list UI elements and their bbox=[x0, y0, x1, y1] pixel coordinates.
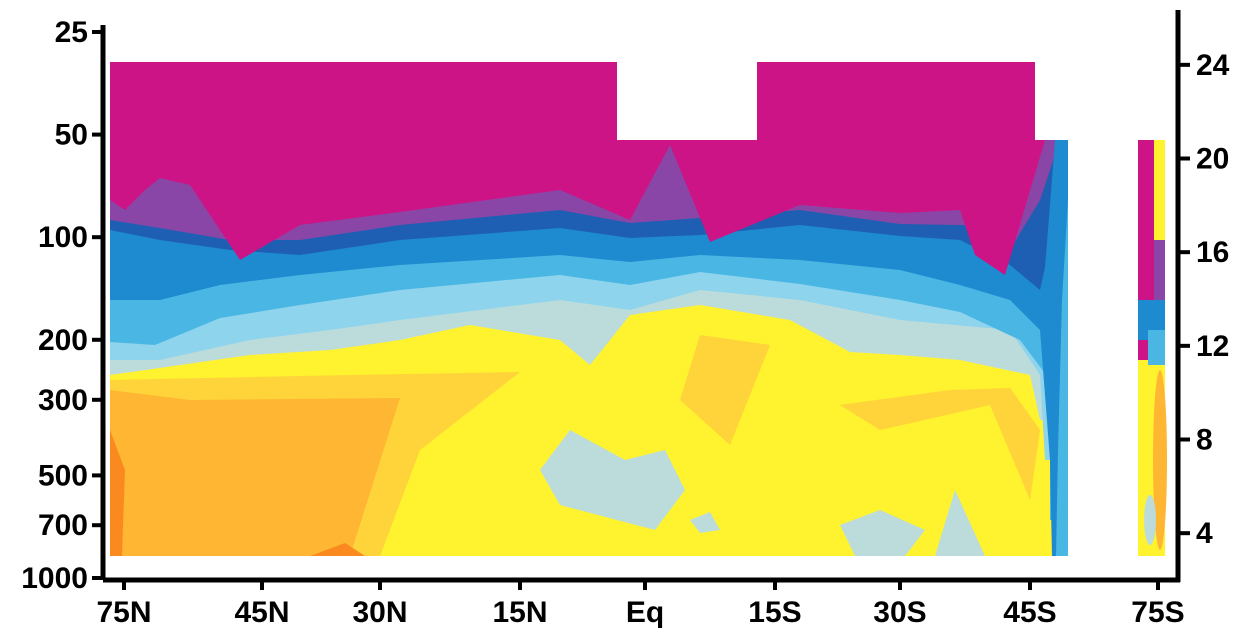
bottom-tick-label: 30N bbox=[352, 596, 407, 629]
contour-field-75s bbox=[1138, 140, 1167, 556]
bottom-tick-label: 45N bbox=[234, 596, 289, 629]
band-gray-blue-patch-4 bbox=[690, 512, 720, 533]
bottom-tick-label: 30S bbox=[873, 596, 926, 629]
bottom-tick-label: 15N bbox=[492, 596, 547, 629]
band-75s-gray-blue bbox=[1144, 495, 1156, 545]
left-axis: 25 50 100 200 300 500 700 1000 bbox=[21, 16, 103, 595]
right-tick-label: 24 bbox=[1196, 49, 1230, 82]
bottom-tick-label: 75N bbox=[96, 596, 151, 629]
left-tick-label: 500 bbox=[38, 459, 88, 492]
left-tick-label: 100 bbox=[38, 221, 88, 254]
right-tick-label: 20 bbox=[1196, 143, 1229, 176]
band-magenta bbox=[110, 62, 1060, 275]
right-tick-label: 4 bbox=[1196, 517, 1213, 550]
band-gray-blue-patch-2 bbox=[840, 510, 925, 556]
contour-right-edge-light bbox=[1056, 200, 1068, 556]
right-tick-label: 16 bbox=[1196, 236, 1229, 269]
band-75s-orange bbox=[1153, 370, 1167, 550]
bottom-tick-label: 45S bbox=[1003, 596, 1056, 629]
right-tick-label: 12 bbox=[1196, 330, 1229, 363]
left-tick-label: 1000 bbox=[21, 562, 88, 595]
bottom-tick-label: Eq bbox=[626, 596, 664, 629]
band-gray-blue-patch-3 bbox=[935, 490, 985, 556]
contour-field-main bbox=[110, 62, 1068, 556]
left-tick-label: 300 bbox=[38, 384, 88, 417]
left-tick-label: 200 bbox=[38, 324, 88, 357]
bottom-tick-label: 15S bbox=[748, 596, 801, 629]
band-dark-orange-2 bbox=[310, 543, 365, 556]
band-gray-blue-patch bbox=[540, 430, 685, 530]
right-axis: 24 20 16 12 8 4 bbox=[1178, 49, 1230, 550]
band-dark-orange bbox=[110, 430, 125, 556]
band-orange bbox=[110, 390, 400, 556]
bottom-axis: 75N 45N 30N 15N Eq 15S 30S 45S 75S bbox=[96, 580, 1185, 629]
left-tick-label: 50 bbox=[55, 119, 88, 152]
band-gold-2 bbox=[680, 335, 770, 445]
band-gold-3 bbox=[840, 388, 1040, 500]
left-tick-label: 25 bbox=[55, 16, 88, 49]
band-75s-light-blue bbox=[1148, 330, 1165, 365]
left-tick-label: 700 bbox=[38, 509, 88, 542]
bottom-tick-label: 75S bbox=[1131, 596, 1184, 629]
right-tick-label: 8 bbox=[1196, 424, 1213, 457]
band-75s-purple bbox=[1154, 240, 1165, 310]
